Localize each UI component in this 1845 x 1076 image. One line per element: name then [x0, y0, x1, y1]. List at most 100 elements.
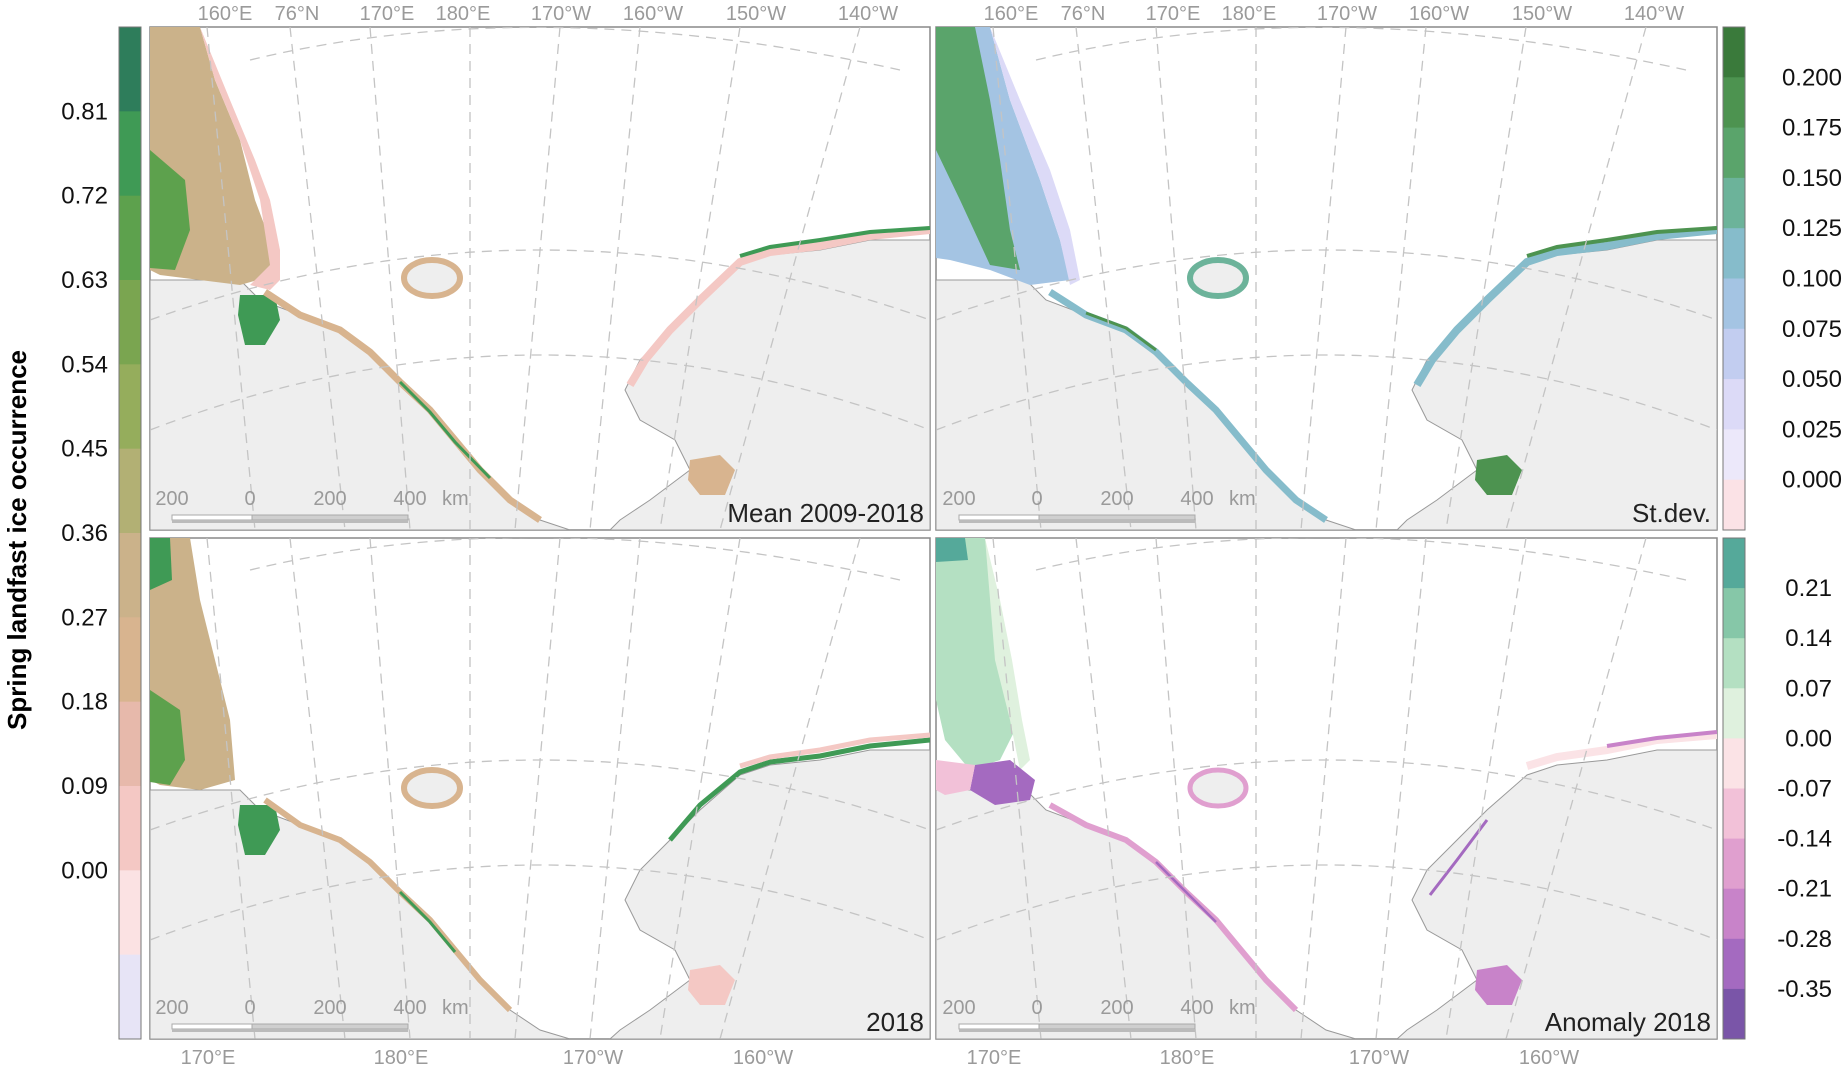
scale-bar-2018: 200 0 200 400 km — [155, 997, 469, 1032]
anom-east-bay — [1475, 965, 1522, 1005]
stdev-coast-dark — [1085, 311, 1157, 352]
scale-bar-segment — [171, 1023, 253, 1030]
colorbar-tick-label: 0.075 — [1782, 316, 1842, 343]
colorbar-tick-label: 0.63 — [61, 267, 108, 294]
scale-label: 200 — [313, 488, 346, 510]
colorbar-swatch — [1723, 738, 1745, 789]
map-panel-stdev: 160°E 76°N 170°E 180°E 170°W 160°W 150°W 140°W … — [935, 3, 1718, 531]
graticule-label: 76°N — [1061, 3, 1106, 25]
colorbar-swatch — [1723, 228, 1745, 279]
anom-west-purple — [970, 760, 1035, 805]
scale-label: 0 — [1031, 997, 1042, 1019]
colorbar-swatch — [119, 448, 141, 534]
ice-east-green — [739, 226, 930, 258]
scale-bar-segment — [171, 514, 253, 521]
scale-label: 200 — [942, 997, 975, 1019]
anom-west-teal — [936, 538, 968, 562]
ice-west-green — [150, 150, 190, 270]
graticule-label: 170°E — [967, 1047, 1022, 1069]
colorbar-swatch — [1723, 127, 1745, 179]
ice-coast-green — [398, 380, 492, 480]
ice-west-green — [150, 690, 185, 785]
colorbar-tick-label: 0.100 — [1782, 266, 1842, 293]
ice-west-green-top — [150, 538, 172, 590]
scale-label: km — [442, 488, 469, 510]
colorbar-anomaly-ticks: 0.21 0.14 0.07 0.00 -0.07 -0.14 -0.21 -0.28 -0.3… — [1777, 575, 1832, 1003]
graticule-label: 76°N — [275, 3, 320, 25]
colorbar-frame — [1722, 537, 1746, 1040]
anom-west-light — [985, 538, 1030, 770]
colorbar-swatch — [119, 786, 141, 871]
colorbar-swatch — [1723, 838, 1745, 890]
colorbar-swatch — [1723, 638, 1745, 689]
graticule-label: 180°E — [1222, 3, 1277, 25]
graticule-label: 150°W — [726, 3, 786, 25]
colorbar-tick-label: 0.07 — [1785, 675, 1832, 702]
anom-coast-dark — [1155, 861, 1217, 923]
scale-label: 200 — [942, 488, 975, 510]
panel-title-stdev: St.dev. — [1632, 498, 1711, 528]
colorbar-swatch — [119, 364, 141, 450]
graticule-label: 160°E — [984, 3, 1039, 25]
colorbar-stdev — [1722, 26, 1746, 531]
scale-label: km — [442, 997, 469, 1019]
stdev-east-dark — [1526, 226, 1717, 258]
stdev-east-bay — [1475, 455, 1522, 495]
colorbar-tick-label: -0.07 — [1777, 776, 1832, 803]
colorbar-frame — [1722, 26, 1746, 531]
scale-label: 200 — [1100, 997, 1133, 1019]
colorbar-swatch — [1723, 538, 1745, 589]
graticule-label: 140°W — [838, 3, 898, 25]
colorbar-swatch — [119, 27, 141, 112]
map-panel-anomaly: 170°E 180°E 170°W 160°W 200 0 200 400 km Anomal… — [935, 537, 1718, 1069]
scale-label: km — [1229, 997, 1256, 1019]
scale-label: 200 — [313, 997, 346, 1019]
graticule-label: 170°E — [181, 1047, 236, 1069]
graticule-label: 160°W — [1409, 3, 1469, 25]
scale-bar-segment — [958, 514, 1040, 521]
ice-coast-green — [398, 890, 457, 953]
scale-bar-base — [959, 1029, 1195, 1032]
graticule-label: 170°W — [1349, 1047, 1409, 1069]
scale-label: 200 — [1100, 488, 1133, 510]
colorbar-tick-label: 0.45 — [61, 436, 108, 463]
colorbar-swatch — [1723, 888, 1745, 940]
scale-bar-segment — [251, 1023, 409, 1030]
colorbar-swatch — [1723, 479, 1745, 531]
stdev-east — [1413, 226, 1717, 388]
scale-label: 200 — [155, 997, 188, 1019]
island-ring — [1187, 767, 1249, 809]
graticule — [150, 27, 930, 530]
colorbar-swatch — [119, 280, 141, 365]
graticule-label: 180°E — [374, 1047, 429, 1069]
colorbar-swatch — [1723, 938, 1745, 990]
island-ring — [1187, 257, 1249, 299]
scale-bar-segment — [251, 514, 409, 521]
graticule-label: 170°W — [563, 1047, 623, 1069]
colorbar-tick-label: 0.27 — [61, 604, 108, 631]
colorbar-swatch — [1723, 177, 1745, 229]
colorbar-tick-label: 0.14 — [1785, 625, 1832, 652]
colorbar-tick-label: 0.72 — [61, 183, 108, 210]
colorbar-swatch — [1723, 328, 1745, 380]
graticule — [936, 538, 1717, 1039]
colorbar-swatch — [119, 195, 141, 281]
colorbar-swatch — [1723, 988, 1745, 1040]
map-panel-mean: 160°E 76°N 170°E 180°E 170°W 160°W 150°W 140°W … — [149, 3, 931, 531]
colorbar-tick-label: 0.18 — [61, 689, 108, 716]
anom-west-green — [936, 538, 1020, 770]
graticule-label: 170°E — [360, 3, 415, 25]
ice-east-bay — [688, 965, 735, 1005]
panel-title-anomaly: Anomaly 2018 — [1545, 1007, 1711, 1037]
graticule-label: 160°W — [623, 3, 683, 25]
colorbar-swatch — [119, 533, 141, 618]
graticule-label: 160°E — [198, 3, 253, 25]
y-axis-label: Spring landfast ice occurrence — [2, 350, 32, 730]
stdev-west-dark — [936, 27, 1020, 270]
colorbar-tick-label: 0.050 — [1782, 366, 1842, 393]
colorbar-swatch — [1723, 379, 1745, 430]
scale-bar-segment — [1038, 1023, 1196, 1030]
scale-bar-mean: 200 0 200 400 km — [155, 488, 469, 523]
graticule-label: 150°W — [1512, 3, 1572, 25]
colorbar-swatch — [1723, 429, 1745, 481]
